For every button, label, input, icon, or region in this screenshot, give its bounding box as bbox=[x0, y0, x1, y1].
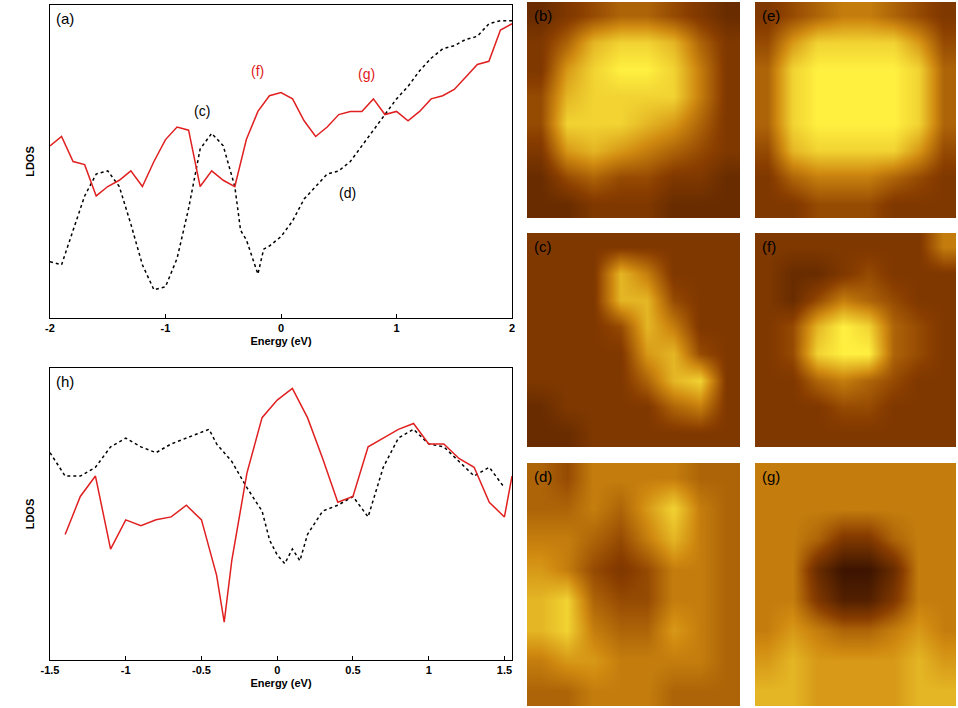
svg-text:(c): (c) bbox=[534, 238, 552, 255]
svg-text:-2: -2 bbox=[45, 322, 55, 334]
svg-text:(g): (g) bbox=[762, 468, 780, 485]
svg-text:Energy (eV): Energy (eV) bbox=[250, 335, 311, 347]
svg-text:(e): (e) bbox=[762, 7, 780, 24]
svg-text:-1.5: -1.5 bbox=[41, 664, 60, 676]
svg-text:Energy (eV): Energy (eV) bbox=[250, 677, 311, 689]
svg-text:(d): (d) bbox=[534, 468, 552, 485]
svg-text:(c): (c) bbox=[194, 103, 210, 119]
svg-text:LDOS: LDOS bbox=[24, 499, 36, 530]
svg-text:(b): (b) bbox=[534, 7, 552, 24]
svg-text:(h): (h) bbox=[56, 373, 74, 390]
svg-text:LDOS: LDOS bbox=[24, 146, 36, 177]
svg-text:0: 0 bbox=[278, 322, 284, 334]
svg-text:1: 1 bbox=[426, 664, 432, 676]
svg-text:(d): (d) bbox=[339, 185, 356, 201]
svg-text:-1: -1 bbox=[121, 664, 131, 676]
svg-text:2: 2 bbox=[509, 322, 515, 334]
svg-text:1.5: 1.5 bbox=[497, 664, 512, 676]
svg-text:(a): (a) bbox=[56, 10, 74, 27]
svg-text:(g): (g) bbox=[358, 66, 375, 82]
svg-text:(f): (f) bbox=[762, 238, 776, 255]
svg-text:-1: -1 bbox=[161, 322, 171, 334]
svg-text:-0.5: -0.5 bbox=[192, 664, 211, 676]
svg-text:0.5: 0.5 bbox=[345, 664, 360, 676]
svg-text:1: 1 bbox=[393, 322, 399, 334]
svg-text:0: 0 bbox=[274, 664, 280, 676]
svg-text:(f): (f) bbox=[251, 63, 264, 79]
